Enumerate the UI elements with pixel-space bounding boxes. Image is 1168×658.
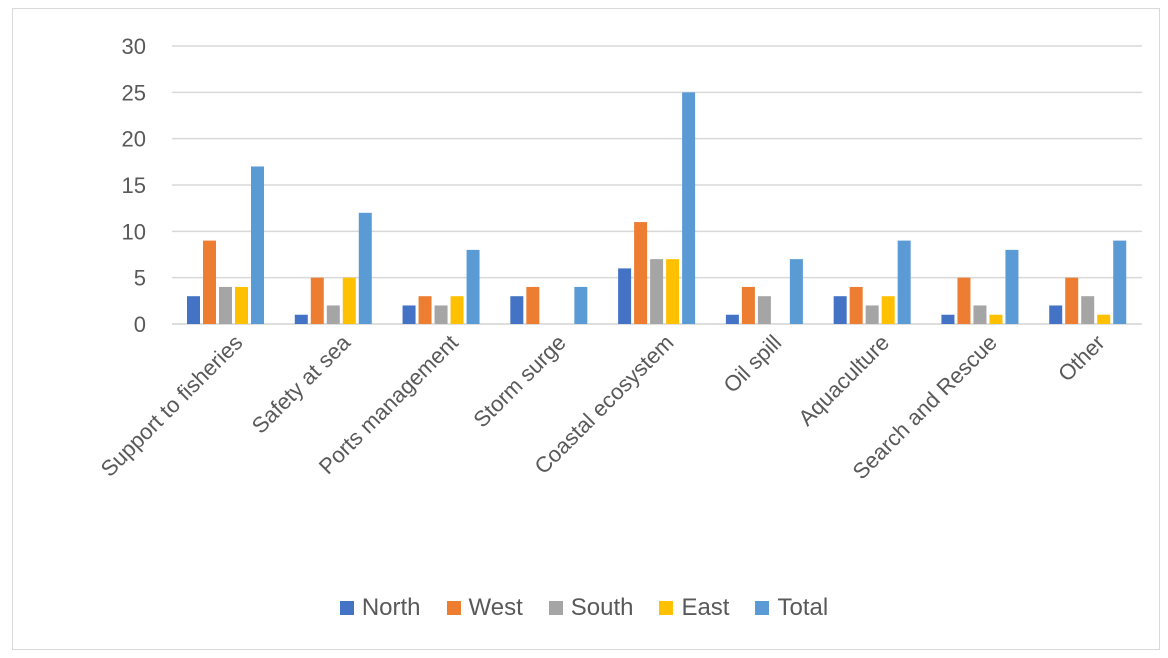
bar-south bbox=[650, 259, 664, 324]
bar-north bbox=[510, 296, 524, 324]
x-tick-label: Storm surge bbox=[468, 330, 570, 432]
legend-swatch bbox=[446, 601, 461, 615]
bar-west bbox=[957, 277, 971, 324]
bar-east bbox=[989, 314, 1003, 324]
x-tick-label: Aquaculture bbox=[793, 330, 894, 431]
bar-total bbox=[682, 92, 696, 324]
bar-north bbox=[833, 296, 847, 324]
legend-swatch bbox=[339, 601, 354, 615]
legend: North West South East Total bbox=[0, 592, 1168, 624]
legend-label: South bbox=[570, 594, 634, 621]
bar-north bbox=[1049, 305, 1063, 324]
bar-west bbox=[741, 286, 755, 324]
bar-east bbox=[1097, 314, 1111, 324]
bar-south bbox=[434, 305, 448, 324]
legend-swatch bbox=[659, 601, 674, 615]
bar-east bbox=[235, 286, 248, 324]
legend-label: East bbox=[681, 594, 730, 621]
y-tick-label: 5 bbox=[134, 266, 146, 291]
bar-total bbox=[1113, 240, 1127, 324]
legend-item-total: Total bbox=[755, 594, 828, 622]
bar-total bbox=[1005, 249, 1019, 324]
legend-item-north: North bbox=[339, 594, 421, 622]
y-axis-ticks: 0 5 10 15 20 25 30 bbox=[122, 34, 146, 337]
bars bbox=[187, 92, 1127, 324]
bar-west bbox=[634, 222, 648, 324]
legend-item-east: East bbox=[659, 594, 729, 622]
legend-swatch bbox=[548, 601, 563, 615]
chart-frame bbox=[12, 8, 1160, 650]
y-tick-label: 25 bbox=[122, 80, 146, 105]
bar-north bbox=[187, 296, 200, 324]
x-tick-label: Support to fisheries bbox=[96, 330, 248, 482]
y-tick-label: 10 bbox=[122, 219, 146, 244]
bar-east bbox=[666, 259, 680, 324]
bar-west bbox=[203, 240, 216, 324]
bar-north bbox=[618, 268, 632, 324]
y-tick-label: 15 bbox=[122, 173, 146, 198]
legend-label: Total bbox=[777, 594, 829, 621]
y-tick-label: 30 bbox=[122, 34, 146, 59]
bar-east bbox=[450, 296, 464, 324]
bar-total bbox=[466, 249, 480, 324]
bar-west bbox=[310, 277, 324, 324]
bar-chart: 0 5 10 15 20 25 30 Support to fisheries Safety … bbox=[96, 34, 1142, 484]
bar-west bbox=[526, 286, 540, 324]
bar-south bbox=[326, 305, 340, 324]
bar-south bbox=[219, 286, 232, 324]
bar-east bbox=[342, 277, 356, 324]
legend-item-south: South bbox=[548, 594, 634, 622]
bar-west bbox=[1065, 277, 1079, 324]
legend-label: West bbox=[468, 594, 523, 621]
legend-item-west: West bbox=[446, 594, 523, 622]
bar-west bbox=[418, 296, 432, 324]
bar-south bbox=[865, 305, 879, 324]
bar-total bbox=[574, 286, 588, 324]
bar-total bbox=[358, 212, 372, 324]
x-tick-label: Other bbox=[1053, 330, 1110, 387]
bar-south bbox=[757, 296, 771, 324]
bar-north bbox=[941, 314, 955, 324]
y-tick-label: 0 bbox=[134, 312, 146, 337]
y-tick-label: 20 bbox=[122, 127, 146, 152]
x-tick-label: Oil spill bbox=[718, 330, 786, 398]
bar-south bbox=[973, 305, 987, 324]
bar-west bbox=[849, 286, 863, 324]
legend-swatch bbox=[755, 601, 770, 615]
bar-east bbox=[881, 296, 895, 324]
bar-total bbox=[897, 240, 911, 324]
x-tick-label: Safety at sea bbox=[247, 329, 356, 438]
bar-total bbox=[789, 259, 803, 324]
bar-north bbox=[294, 314, 308, 324]
bar-north bbox=[402, 305, 416, 324]
bar-north bbox=[725, 314, 739, 324]
legend-label: North bbox=[361, 594, 421, 621]
bar-south bbox=[1081, 296, 1095, 324]
bar-total bbox=[251, 166, 264, 324]
